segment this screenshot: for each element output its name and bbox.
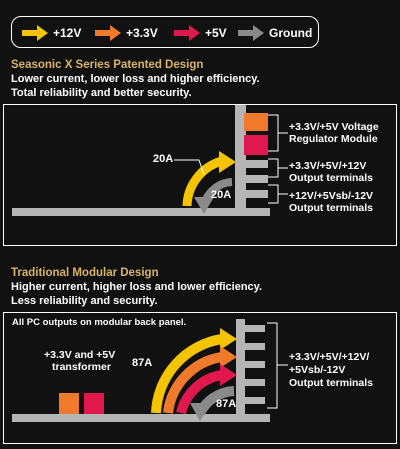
- label-line: transformer: [52, 361, 111, 373]
- red-arrow-icon: [174, 25, 200, 41]
- label-line: +3.3V/+5V/+12V/: [289, 351, 370, 363]
- panel-note: All PC outputs on modular back panel.: [12, 317, 187, 328]
- legend-item-5v: +5V: [174, 22, 227, 44]
- pcb-board: [12, 208, 270, 216]
- label-line: +5Vsb/-12V: [289, 364, 346, 376]
- legend-label: +3.3V: [126, 26, 158, 40]
- red-arc-arrow: [176, 370, 223, 415]
- back-panel: [236, 319, 245, 422]
- label-line: +3.3V and +5V: [44, 349, 116, 361]
- voltage-legend: +12V +3.3V +5V Ground: [11, 16, 319, 48]
- terminal: [246, 175, 268, 183]
- label-line: Output terminals: [289, 172, 374, 184]
- legend-label: +12V: [53, 26, 82, 40]
- description-line: Total reliability and better security.: [11, 87, 192, 99]
- regulator-module-5v: [244, 135, 268, 155]
- regulator-module-3v3: [244, 113, 268, 131]
- x-series-diagram-panel: 20A 20A: [3, 104, 397, 246]
- label-line: Regulator Module: [289, 133, 378, 145]
- legend-label: Ground: [269, 26, 313, 40]
- description-line: Lower current, lower loss and higher eff…: [11, 73, 260, 85]
- modular-terminals-label: +3.3V/+5V/+12V/ +5Vsb/-12V Output termin…: [289, 351, 373, 390]
- modular-diagram: [12, 319, 288, 422]
- terminal: [246, 190, 268, 198]
- current-in-label: 87A: [132, 357, 153, 369]
- terminal: [246, 160, 268, 168]
- terminal: [245, 397, 265, 404]
- red-arrow-head: [220, 364, 237, 386]
- bracket-terminals-top: [268, 158, 279, 178]
- bracket-module: [268, 114, 279, 152]
- legend-item-12v: +12V: [22, 22, 81, 44]
- description-line: Less reliability and security.: [11, 295, 158, 307]
- terminal: [245, 361, 265, 368]
- label-line: +12V/+5Vsb/-12V: [289, 190, 374, 202]
- yellow-arc-arrow: [182, 156, 224, 207]
- terminal: [245, 325, 265, 332]
- modular-description: Higher current, higher loss and lower ef…: [11, 280, 262, 308]
- yellow-arrow-head: [220, 328, 237, 350]
- orange-arrow-icon: [95, 25, 121, 41]
- terminal: [245, 343, 265, 350]
- current-in-label: 20A: [153, 153, 174, 165]
- x-series-diagram: [12, 105, 288, 216]
- x-series-description: Lower current, lower loss and higher eff…: [11, 72, 260, 100]
- orange-arc-arrow: [163, 352, 223, 414]
- current-out-label: 87A: [216, 398, 237, 410]
- current-leader-line: [174, 159, 205, 176]
- label-line: Output terminals: [289, 377, 374, 389]
- transformer-label: +3.3V and +5V transformer: [44, 349, 115, 373]
- terminal: [245, 379, 265, 386]
- legend-item-3v3: +3.3V: [95, 22, 158, 44]
- yellow-arc-arrow: [151, 334, 223, 414]
- x-series-title: Seasonic X Series Patented Design: [11, 59, 204, 71]
- pcb-board: [12, 414, 270, 422]
- label-line: +3.3V/+5V Voltage: [289, 121, 379, 133]
- modular-title: Traditional Modular Design: [11, 267, 159, 279]
- back-panel: [235, 105, 246, 216]
- bracket-terminals-bottom: [268, 184, 279, 204]
- terminals-bracket: [267, 322, 278, 409]
- transformer-3v3: [59, 393, 79, 414]
- yellow-arrow-icon: [22, 25, 48, 41]
- terminals-bottom-label: +12V/+5Vsb/-12V Output terminals: [289, 190, 373, 214]
- yellow-arrow-head: [219, 151, 236, 173]
- transformer-5v: [84, 393, 104, 414]
- label-line: Output terminals: [289, 202, 374, 214]
- orange-arrow-head: [220, 346, 237, 368]
- regulator-module-label: +3.3V/+5V Voltage Regulator Module: [289, 121, 379, 145]
- gray-arrow-head: [194, 197, 214, 214]
- gray-arrow-icon: [238, 25, 264, 41]
- gray-arrow-head: [190, 403, 210, 421]
- current-out-label: 20A: [211, 189, 232, 201]
- terminals-top-label: +3.3V/+5V/+12V Output terminals: [289, 160, 373, 184]
- description-line: Higher current, higher loss and lower ef…: [11, 281, 263, 293]
- legend-label: +5V: [205, 26, 227, 40]
- legend-item-ground: Ground: [238, 22, 312, 44]
- label-line: +3.3V/+5V/+12V: [289, 160, 367, 172]
- modular-diagram-panel: All PC outputs on modular back panel. +3…: [3, 312, 397, 444]
